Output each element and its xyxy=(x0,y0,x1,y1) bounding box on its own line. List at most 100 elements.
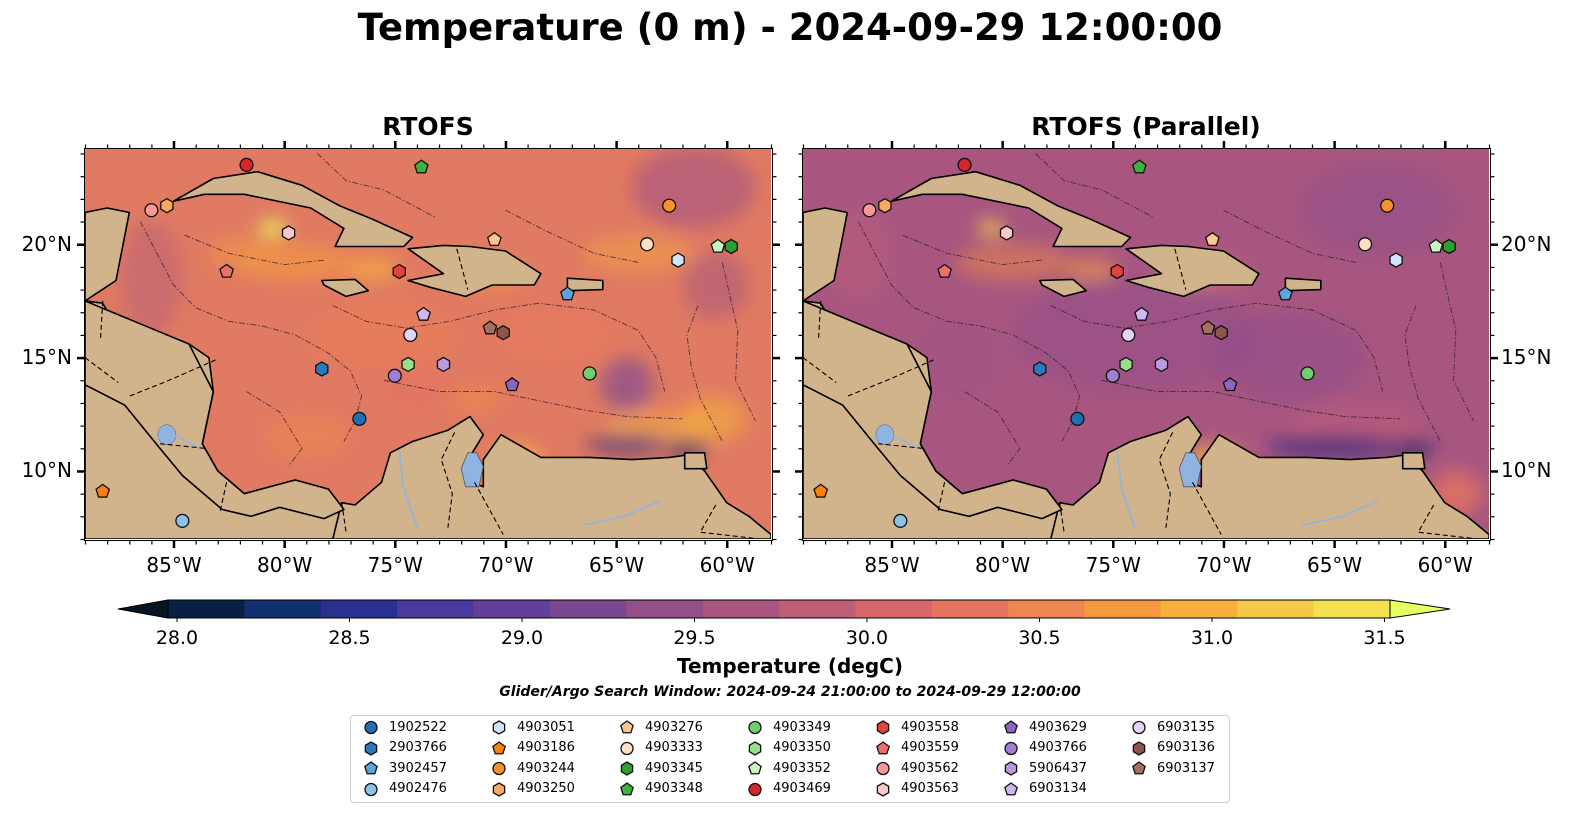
lon-tick-label: 85°W xyxy=(864,553,920,577)
legend-label: 4902476 xyxy=(389,781,447,796)
lat-tick-label: 10°N xyxy=(1501,458,1552,483)
legend-label: 6903136 xyxy=(1157,740,1215,755)
country-border xyxy=(474,482,504,535)
platform-marker-4903250 xyxy=(160,197,174,214)
legend-marker-shape xyxy=(1132,761,1146,775)
legend-item: 4903276 xyxy=(619,719,703,735)
legend-item: 4903350 xyxy=(747,740,831,756)
country-border xyxy=(129,359,216,397)
land-central-america-isthmus xyxy=(85,300,345,520)
colorbar-segment xyxy=(1084,600,1162,618)
lat-tick-label: 10°N xyxy=(21,458,72,483)
colorbar-tick-label: 30.0 xyxy=(845,627,889,649)
colorbar-segment xyxy=(1237,600,1315,618)
isobath-line xyxy=(686,305,723,442)
legend-label: 6903135 xyxy=(1157,719,1215,735)
lon-tick-label: 60°W xyxy=(1417,553,1473,577)
lat-tick-label: 15°N xyxy=(21,345,72,370)
platform-marker-4903333 xyxy=(639,237,655,252)
platform-marker-4903559 xyxy=(219,263,235,278)
colorbar xyxy=(117,599,1451,622)
isobath-line xyxy=(505,209,639,263)
lake-maracaibo xyxy=(1178,452,1202,488)
legend-marker-shape xyxy=(364,782,378,796)
legend-marker-circle-icon xyxy=(748,782,762,796)
platform-marker-4902476 xyxy=(893,513,908,528)
isobath-line xyxy=(1404,305,1441,442)
legend-item: 3902457 xyxy=(363,760,447,776)
platform-marker-4903348 xyxy=(1131,159,1147,174)
legend-item: 5906437 xyxy=(1003,760,1087,776)
legend-marker-hexagon-icon xyxy=(1004,761,1018,776)
map-canvas-rtofs-parallel xyxy=(803,149,1489,539)
river-line xyxy=(582,499,661,527)
land-yucatan xyxy=(803,207,849,302)
lake-nicaragua xyxy=(157,424,177,445)
legend-marker-hexagon-icon xyxy=(876,781,890,797)
isobath-line xyxy=(139,221,363,442)
legend-item: 4903244 xyxy=(491,760,575,776)
map-panel-rtofs xyxy=(84,148,773,541)
platform-marker-4903469 xyxy=(957,157,972,172)
legend-marker-hexagon-icon xyxy=(748,740,762,756)
platform-marker-4903333 xyxy=(1357,237,1373,252)
platform-marker-4903051 xyxy=(671,252,685,268)
map-panel-rtofs-parallel xyxy=(802,148,1491,541)
legend-marker-shape xyxy=(620,741,634,755)
legend-label: 4903766 xyxy=(1029,740,1087,755)
legend-marker-shape xyxy=(1004,720,1018,734)
land-central-america-isthmus xyxy=(803,300,1063,520)
platform-marker-2903766 xyxy=(1033,361,1047,377)
legend-item: 4903559 xyxy=(875,740,959,756)
legend-marker-circle-icon xyxy=(364,720,378,735)
legend-marker-hexagon-icon xyxy=(492,781,506,797)
colorbar-segment xyxy=(244,600,322,618)
platform-marker-4903349 xyxy=(1300,366,1315,381)
platform-marker-4903186 xyxy=(813,483,829,498)
lon-tick-label: 70°W xyxy=(1196,553,1252,577)
platform-marker-4903562 xyxy=(862,203,877,218)
colorbar-segment xyxy=(1008,600,1086,618)
legend-marker-shape xyxy=(364,761,378,775)
legend-item: 4903629 xyxy=(1003,719,1087,735)
platform-marker-4903559 xyxy=(937,263,953,278)
platform-marker-4903469 xyxy=(239,157,254,172)
lon-tick-label: 60°W xyxy=(699,553,755,577)
colorbar-tick-label: 31.0 xyxy=(1190,627,1234,649)
legend-marker-hexagon-icon xyxy=(364,740,378,756)
lon-tick-label: 75°W xyxy=(367,553,423,577)
colorbar-tick-label: 28.5 xyxy=(328,627,371,649)
country-border xyxy=(219,482,228,512)
legend-label: 4903558 xyxy=(901,719,959,735)
colorbar-segment xyxy=(855,600,933,618)
platform-marker-4903244 xyxy=(662,198,677,213)
colorbar-title: Temperature (degC) xyxy=(677,654,903,678)
land-hispaniola xyxy=(1125,244,1260,298)
colorbar-segment xyxy=(1160,600,1238,618)
legend-label: 4903250 xyxy=(517,781,575,796)
platform-marker-1902522 xyxy=(352,411,367,426)
lake-nicaragua xyxy=(875,424,895,445)
colorbar-segment xyxy=(397,600,475,618)
platform-marker-4903558 xyxy=(392,263,406,280)
colorbar-segment xyxy=(320,600,398,618)
legend-item: 4903469 xyxy=(747,781,831,797)
isobath-line xyxy=(184,234,325,266)
platform-marker-4903345 xyxy=(1442,238,1456,255)
panel-title-rtofs: RTOFS xyxy=(382,112,474,141)
colorbar-tick-label: 31.5 xyxy=(1363,627,1406,649)
legend-marker-shape xyxy=(1004,781,1018,795)
platform-marker-3902457 xyxy=(559,286,575,301)
platform-marker-4903766 xyxy=(387,368,402,383)
legend-item: 6903136 xyxy=(1131,740,1215,756)
colorbar-tick-label: 30.5 xyxy=(1018,627,1061,649)
legend-label: 6903134 xyxy=(1029,781,1087,796)
legend-marker-circle-icon xyxy=(620,741,634,755)
platform-marker-4903352 xyxy=(710,238,726,253)
legend-item: 6903137 xyxy=(1131,760,1215,776)
platform-marker-4903345 xyxy=(724,238,738,255)
lon-tick-label: 65°W xyxy=(1306,553,1363,577)
legend-label: 1902522 xyxy=(389,719,447,735)
platform-marker-6903134 xyxy=(416,306,431,321)
